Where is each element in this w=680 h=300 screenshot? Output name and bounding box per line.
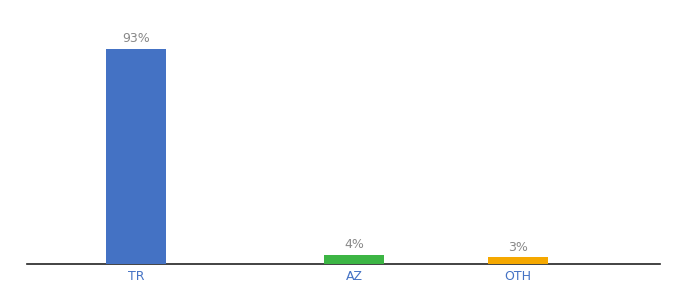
Bar xyxy=(488,257,548,264)
Text: 3%: 3% xyxy=(508,241,528,254)
Text: 4%: 4% xyxy=(344,238,364,251)
Bar xyxy=(106,49,166,264)
Text: 93%: 93% xyxy=(122,32,150,45)
Bar xyxy=(324,255,384,264)
